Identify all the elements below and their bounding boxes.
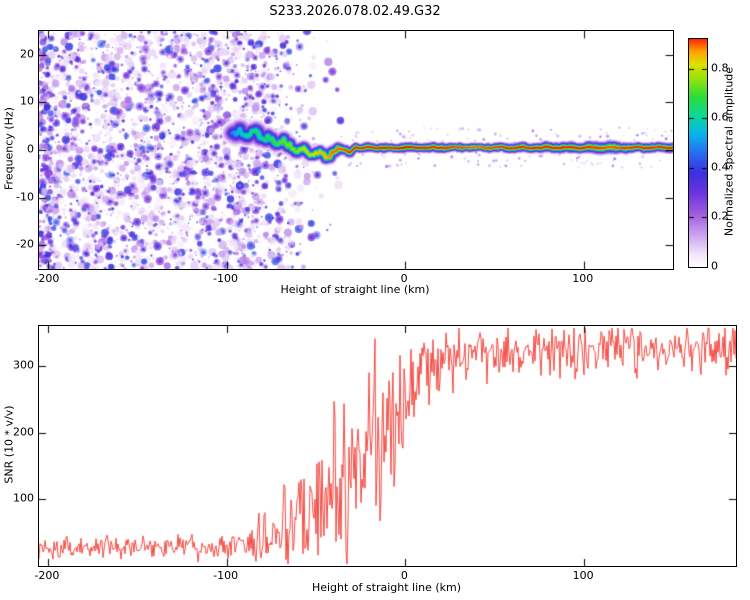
spectrogram-x-axis-label: Height of straight line (km) <box>280 283 430 296</box>
snr-y-axis-label: SNR (10 * v/v) <box>2 405 16 484</box>
colorbar-tick-label: 0 <box>711 259 718 273</box>
y-tick-label: 0 <box>27 142 34 156</box>
colorbar-label: Normalized spectral amplitude <box>722 66 736 237</box>
figure-title: S233.2026.078.02.49.G32 <box>269 4 441 19</box>
snr-plot-area <box>38 325 737 567</box>
colorbar-tick-label: 0.6 <box>711 110 729 124</box>
x-tick-label: -100 <box>213 272 238 285</box>
x-tick-label: 0 <box>400 272 408 285</box>
y-tick-label: 10 <box>20 94 34 108</box>
y-tick-label: 20 <box>20 47 34 61</box>
x-tick-label: -200 <box>34 569 60 582</box>
colorbar-tick-label: 0.2 <box>711 209 729 223</box>
colorbar-tick-label: 0.8 <box>711 61 729 75</box>
x-tick-label: -100 <box>213 569 239 582</box>
x-tick-label: -200 <box>34 272 60 285</box>
colorbar-tick-label: 0.4 <box>711 160 729 174</box>
snr-x-axis-label: Height of straight line (km) <box>311 581 462 594</box>
y-tick-label: 300 <box>13 358 34 372</box>
y-tick-label: -10 <box>16 190 34 204</box>
spectrogram-plot-area <box>38 30 674 270</box>
y-tick-label: 200 <box>13 425 34 439</box>
snr-canvas <box>39 326 736 566</box>
y-tick-label: -20 <box>16 237 34 251</box>
x-tick-label: 100 <box>572 569 594 582</box>
y-tick-label: 100 <box>13 491 34 505</box>
x-tick-label: 100 <box>572 272 594 285</box>
x-tick-label: 0 <box>400 569 408 582</box>
colorbar <box>688 38 708 268</box>
spectrogram-canvas <box>39 31 673 269</box>
colorbar-canvas <box>689 39 707 267</box>
spectrogram-y-axis-label: Frequency (Hz) <box>2 107 16 190</box>
